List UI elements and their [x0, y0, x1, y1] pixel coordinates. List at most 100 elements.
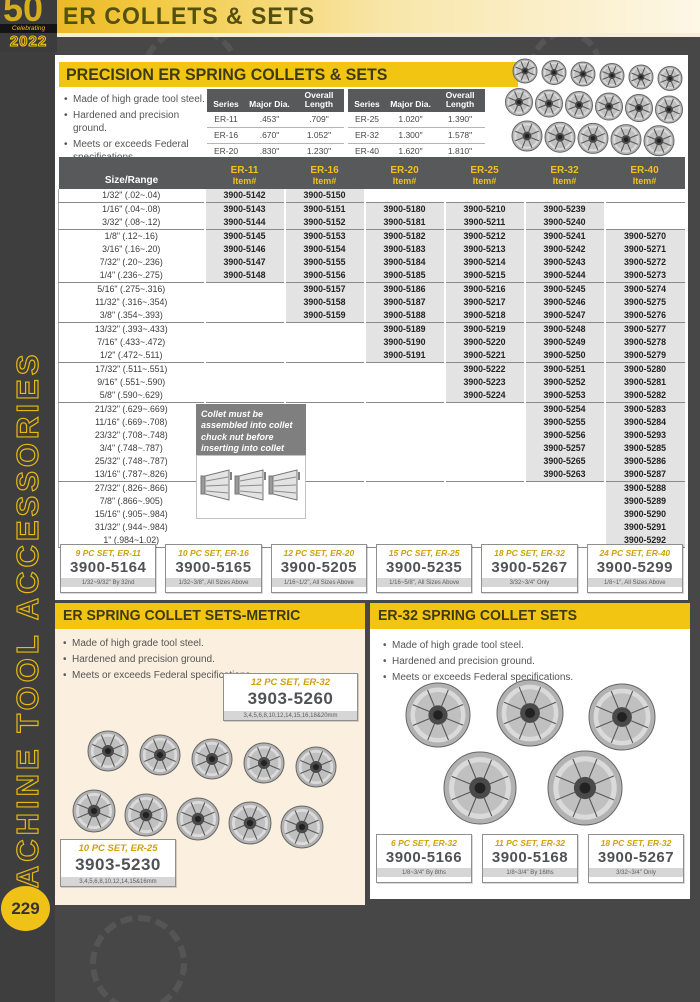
gear-decoration	[90, 915, 187, 1002]
spec-cell: 1.020"	[385, 111, 436, 128]
item-number-cell: 3900-5277	[603, 322, 685, 336]
spec-cell: ER-25	[348, 111, 386, 128]
set-item-number: 3900-5267	[597, 849, 675, 866]
spec-header-cell: Major Dia.	[245, 89, 294, 112]
item-number-cell: 3900-5272	[603, 256, 685, 269]
set-range: 3,4,5,6,8,10,12,14,15,16,18&20mm	[224, 711, 357, 720]
item-number-cell: 3900-5278	[603, 336, 685, 349]
item-number-cell	[363, 495, 445, 508]
item-number-cell	[283, 389, 365, 403]
series-header: ER-11 Item#	[204, 157, 285, 189]
bullet-item: Hardened and precision ground.	[64, 109, 210, 135]
item-label: Item#	[232, 176, 257, 186]
series-header: ER-20 Item#	[364, 157, 445, 189]
item-number-cell: 3900-5143	[203, 202, 285, 216]
set-box: 18 PC SET, ER-32 3900-5267 3/32~3/4" Only	[481, 544, 578, 593]
top-banner: ER COLLETS & SETS	[0, 0, 700, 37]
table-row: 7/16" (.433~.472) 3900-5190 3900-5220 3900-…	[58, 336, 685, 349]
item-label: Item#	[552, 176, 577, 186]
set-range: 1/8~3/4" By 16ths	[483, 868, 577, 877]
spec-row: ER-20.830" 1.230"	[207, 143, 344, 160]
set-range: 3,4,5,6,8,10,12,14,15&16mm	[61, 877, 175, 886]
er32-collet-photo	[380, 675, 680, 830]
series-name: ER-20	[390, 165, 419, 176]
series-name: ER-11	[230, 165, 259, 176]
er32-bullets: Made of high grade tool steel. Hardened a…	[383, 639, 673, 687]
spec-header-cell: Major Dia.	[385, 89, 436, 112]
item-number-cell: 3900-5250	[523, 349, 605, 363]
spec-body: ER-25 1.020" 1.390" ER-32 1.300" 1.578" ER-40 1…	[348, 111, 485, 160]
set-label: 12 PC SET, ER-20	[283, 548, 355, 558]
size-cell: 1/32" (.02~.04)	[58, 189, 205, 203]
item-number-cell	[363, 376, 445, 389]
set-range: 3/32~3/4" Only	[482, 578, 577, 587]
item-number-cell: 3900-5281	[603, 376, 685, 389]
set-box: 12 PC SET, ER-20 3900-5205 1/16~1/2", All …	[270, 544, 367, 593]
item-number-cell: 3900-5244	[523, 269, 605, 283]
sidebar-strip	[0, 33, 55, 1002]
item-number-cell: 3900-5155	[283, 256, 365, 269]
size-cell: 1/4" (.236~.275)	[58, 269, 205, 283]
table-row: 1/2" (.472~.511) 3900-5191 3900-5221 3900-5…	[58, 349, 685, 363]
size-cell: 3/4" (.748~.787)	[58, 442, 205, 455]
set-box: 6 PC SET, ER-32 3900-5166 1/8~3/4" By 8ths	[376, 834, 472, 883]
item-number-cell: 3900-5242	[523, 243, 605, 256]
item-number-cell	[363, 468, 445, 482]
table-row: 5/16" (.275~.316) 3900-5157 3900-5186 3900-…	[58, 282, 685, 296]
item-number-cell	[363, 521, 445, 534]
collet-illustration	[72, 730, 337, 849]
item-number-cell	[203, 296, 285, 309]
size-cell: 25/32" (.748~.787)	[58, 455, 205, 468]
item-number-cell: 3900-5286	[603, 455, 685, 468]
item-number-cell: 3900-5186	[363, 282, 445, 296]
item-number-cell: 3900-5265	[523, 455, 605, 468]
metric-section-title: ER SPRING COLLET SETS-METRIC	[55, 603, 365, 629]
set-range: 1/16~5/8", All Sizes Above	[376, 578, 472, 587]
series-header: ER-40 Item#	[604, 157, 685, 189]
item-number-cell: 3900-5256	[523, 429, 605, 442]
item-number-cell	[603, 202, 685, 216]
bullet-item: Made of high grade tool steel.	[383, 639, 673, 652]
set-box: 18 PC SET, ER-32 3900-5267 3/32~3/4" Only	[588, 834, 684, 883]
size-cell: 13/32" (.393~.433)	[58, 322, 205, 336]
spec-header-cell: Series	[348, 89, 386, 112]
item-label: Item#	[632, 176, 657, 186]
precision-section-title: PRECISION ER SPRING COLLETS & SETS	[59, 62, 518, 87]
item-number-cell: 3900-5151	[283, 202, 365, 216]
item-number-cell: 3900-5273	[603, 269, 685, 283]
item-number-cell	[363, 416, 445, 429]
item-number-cell: 3900-5184	[363, 256, 445, 269]
item-number-cell: 3900-5271	[603, 243, 685, 256]
size-cell: 3/32" (.08~.12)	[58, 216, 205, 230]
item-number-cell: 3900-5257	[523, 442, 605, 455]
item-number-cell: 3900-5282	[603, 389, 685, 403]
set-box: 12 PC SET, ER-32 3903-5260 3,4,5,6,8,10,…	[223, 673, 358, 721]
table-row: 13/32" (.393~.433) 3900-5189 3900-5219 3900…	[58, 322, 685, 336]
item-number-cell: 3900-5187	[363, 296, 445, 309]
item-number-cell	[203, 389, 285, 403]
er32-section-title: ER-32 SPRING COLLET SETS	[370, 603, 690, 629]
item-number-cell: 3900-5159	[283, 309, 365, 323]
set-label: 18 PC SET, ER-32	[494, 548, 565, 558]
set-box: 10 PC SET, ER-25 3903-5230 3,4,5,6,8,10,…	[60, 839, 176, 887]
size-range-header: Size/Range	[58, 157, 205, 189]
item-number-cell	[203, 309, 285, 323]
set-label: 15 PC SET, ER-25	[388, 548, 460, 558]
item-number-cell: 3900-5153	[283, 229, 365, 243]
item-number-cell	[443, 508, 525, 521]
item-number-cell: 3900-5158	[283, 296, 365, 309]
item-number-cell	[443, 402, 525, 416]
item-number-cell: 3900-5181	[363, 216, 445, 230]
set-label: 10 PC SET, ER-16	[178, 548, 249, 558]
size-cell: 3/16" (.16~.20)	[58, 243, 205, 256]
size-cell: 23/32" (.708~.748)	[58, 429, 205, 442]
item-number-cell	[363, 389, 445, 403]
item-number-cell: 3900-5222	[443, 362, 525, 376]
spec-header-cell: Overall Length	[293, 89, 344, 112]
item-number-cell: 3900-5148	[203, 269, 285, 283]
item-number-cell	[523, 481, 605, 495]
size-cell: 7/32" (.20~.236)	[58, 256, 205, 269]
item-number-cell	[283, 336, 365, 349]
table-row: 31/32" (.944~.984) 3900-5291	[58, 521, 685, 534]
